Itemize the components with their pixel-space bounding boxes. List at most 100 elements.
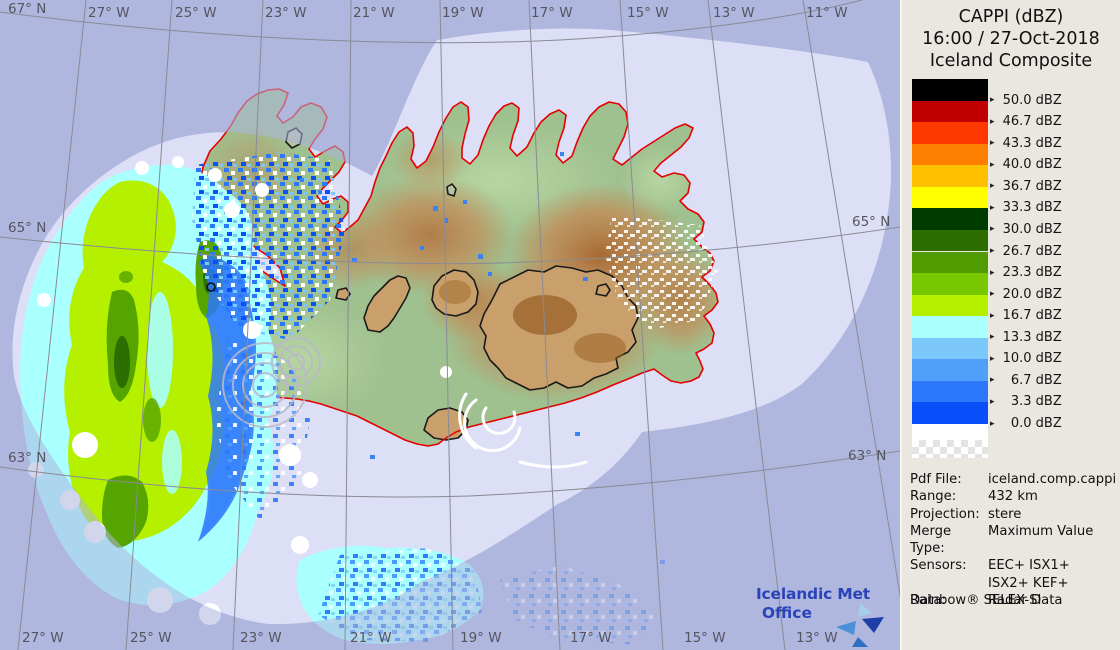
legend-tick-arrow-icon: ▸ [990, 353, 995, 364]
logo-text-line1: Icelandic Met [755, 585, 870, 603]
legend-tick-arrow-icon: ▸ [990, 267, 995, 278]
legend-swatch-checker [912, 440, 988, 458]
legend-tick-arrow-icon: ▸ [990, 396, 995, 407]
lon-label: 21° W [350, 630, 392, 646]
legend-tick-arrow-icon: ▸ [990, 181, 995, 192]
legend-swatch [912, 165, 988, 187]
metadata-row: Data: Radar Data [910, 592, 1118, 609]
metadata-value: 432 km [988, 489, 1038, 505]
lat-label: 65° N [8, 220, 46, 236]
product-datetime: 16:00 / 27-Oct-2018 [922, 29, 1100, 49]
legend-swatch [912, 316, 988, 338]
logo-text-line2: Office [761, 604, 812, 622]
legend-label: ▸ 16.7 dBZ [990, 308, 1062, 324]
legend-label: ▸ 13.3 dBZ [990, 329, 1062, 345]
legend-swatch [912, 402, 988, 424]
legend-label: ▸ 36.7 dBZ [990, 178, 1062, 194]
metadata-label: Merge Type: [910, 523, 952, 557]
lon-label: 25° W [130, 630, 172, 646]
pinwheel-icon [836, 603, 884, 647]
legend-label: ▸ 23.3 dBZ [990, 265, 1062, 281]
legend-swatch [912, 186, 988, 209]
legend-tick-arrow-icon: ▸ [990, 159, 995, 170]
lon-label: 19° W [460, 630, 502, 646]
legend-swatch [912, 100, 988, 123]
metadata-row: ISX2+ KEF+ [910, 575, 1118, 592]
metadata-row: Merge Type: Maximum Value [910, 523, 1118, 558]
legend-tick-arrow-icon: ▸ [990, 116, 995, 127]
legend-label: ▸ 46.7 dBZ [990, 114, 1062, 130]
lon-label: 21° W [353, 5, 395, 21]
legend-swatch [912, 380, 988, 403]
legend-label: ▸ 33.3 dBZ [990, 200, 1062, 216]
metadata-value: iceland.comp.cappi [988, 472, 1117, 487]
metadata-value: EEC+ ISX1+ [988, 558, 1070, 574]
graticule-labels: 27° W 25° W 23° W 21° W 19° W 17° W 15° … [8, 1, 890, 646]
lon-label: 27° W [22, 630, 64, 646]
lat-label: 63° N [8, 450, 46, 466]
legend-tick-arrow-icon: ▸ [990, 246, 995, 256]
legend-label: ▸ 6.7 dBZ [990, 372, 1062, 388]
legend-swatch [912, 294, 988, 317]
out-of-range-tint [0, 0, 900, 650]
legend-swatch [912, 229, 988, 252]
met-office-logo: Icelandic Met Office [756, 583, 898, 649]
legend-swatch [912, 122, 988, 144]
info-sidebar: CAPPI (dBZ) 16:00 / 27-Oct-2018 Iceland … [900, 0, 1120, 650]
legend-tick-arrow-icon: ▸ [990, 310, 995, 321]
product-composite: Iceland Composite [929, 51, 1093, 71]
product-metadata: Pdf File: iceland.comp.cappi Range: 432 km P… [910, 471, 1118, 609]
lat-label: 63° N [848, 448, 886, 464]
legend-tick-arrow-icon: ▸ [990, 332, 995, 343]
legend-tick-arrow-icon: ▸ [990, 95, 995, 106]
legend-swatch [912, 79, 988, 101]
metadata-label: Pdf File: [910, 472, 962, 487]
metadata-label: Sensors: [910, 558, 967, 574]
metadata-value: stere [988, 506, 1022, 522]
metadata-label [910, 575, 988, 592]
legend-label: ▸ 30.0 dBZ [990, 221, 1062, 237]
legend-swatch [912, 251, 988, 274]
legend-label: ▸ 10.0 dBZ [990, 351, 1062, 367]
metadata-value: Radar Data [988, 593, 1063, 609]
legend-swatch [912, 337, 988, 360]
radar-map-canvas: 27° W 25° W 23° W 21° W 19° W 17° W 15° … [0, 0, 900, 650]
legend-swatch [912, 359, 988, 381]
metadata-row: Sensors: EEC+ ISX1+ [910, 557, 1118, 574]
legend-label: ▸ 40.0 dBZ [990, 157, 1062, 173]
legend-label: ▸ 20.0 dBZ [990, 286, 1062, 302]
product-name: CAPPI (dBZ) [958, 7, 1064, 27]
legend-tick-arrow-icon: ▸ [990, 289, 995, 300]
legend-tick-arrow-icon: ▸ [990, 418, 995, 429]
lon-label: 13° W [796, 630, 838, 646]
lon-label: 17° W [531, 5, 573, 21]
lon-label: 15° W [684, 630, 726, 646]
metadata-label: Projection: [910, 506, 980, 522]
metadata-row: Projection: stere [910, 506, 1118, 523]
lon-label: 19° W [442, 5, 484, 21]
metadata-value: Maximum Value [988, 523, 1094, 539]
legend-tick-arrow-icon: ▸ [990, 224, 995, 235]
legend-label: ▸ 3.3 dBZ [990, 394, 1062, 410]
lon-label: 27° W [88, 5, 130, 21]
metadata-value: ISX2+ KEF+ [988, 575, 1069, 591]
product-header: CAPPI (dBZ) 16:00 / 27-Oct-2018 Iceland … [902, 6, 1120, 72]
lat-label: 65° N [852, 214, 890, 230]
legend-swatch-transparent [912, 424, 988, 440]
graticule [0, 0, 900, 650]
metadata-label: Range: [910, 489, 957, 505]
legend-label: ▸ 50.0 dBZ [990, 92, 1062, 108]
legend-swatch [912, 143, 988, 166]
legend-swatch [912, 208, 988, 230]
lon-label: 23° W [265, 5, 307, 21]
legend-tick-arrow-icon: ▸ [990, 138, 995, 149]
legend-label: ▸ 43.3 dBZ [990, 135, 1062, 151]
lon-label: 13° W [713, 5, 755, 21]
lon-label: 23° W [240, 630, 282, 646]
radar-map: 27° W 25° W 23° W 21° W 19° W 17° W 15° … [0, 0, 900, 650]
legend-label: ▸ 0.0 dBZ [990, 416, 1062, 431]
metadata-label: Data: [910, 593, 946, 609]
lat-label: 67° N [8, 1, 46, 17]
software-trademark: Rainbow® SELEX-SI [910, 593, 1042, 608]
